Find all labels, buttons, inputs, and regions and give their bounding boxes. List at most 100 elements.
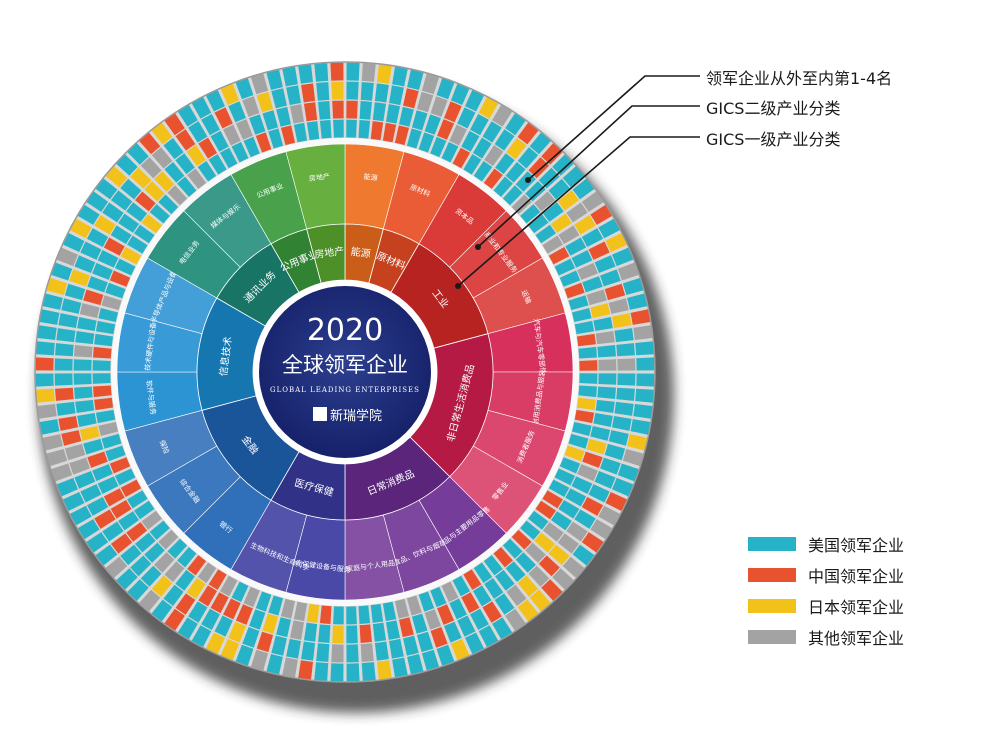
company-cell	[250, 73, 269, 95]
company-cell	[55, 387, 74, 401]
company-cell	[231, 141, 249, 163]
company-cell	[151, 575, 173, 597]
company-cell	[586, 438, 607, 455]
company-cell	[316, 643, 330, 662]
company-cell	[58, 313, 79, 328]
company-cell	[394, 598, 410, 619]
company-cell	[266, 69, 283, 90]
company-cell	[92, 360, 111, 371]
company-cell	[127, 235, 148, 254]
company-cell	[346, 625, 358, 644]
company-cell	[256, 631, 274, 653]
company-cell	[134, 500, 155, 520]
company-cell	[411, 110, 428, 131]
company-cell	[574, 320, 595, 335]
company-cell	[134, 532, 156, 553]
company-cell	[577, 464, 598, 482]
company-cell	[332, 625, 344, 644]
company-cell	[95, 320, 116, 335]
company-cell	[177, 547, 197, 568]
company-cell	[51, 463, 73, 482]
company-cell	[571, 421, 592, 437]
company-cell	[114, 258, 136, 276]
company-cell	[77, 412, 97, 428]
company-cell	[298, 660, 314, 680]
company-cell	[301, 641, 316, 661]
company-cell	[582, 276, 603, 293]
company-cell	[450, 639, 470, 661]
company-cell	[557, 533, 580, 554]
legend: 美国领军企业 中国领军企业 日本领军企业 其他领军企业	[748, 528, 904, 652]
company-cell	[314, 63, 329, 82]
company-cell	[605, 491, 627, 512]
company-cell	[243, 136, 260, 158]
company-cell	[464, 90, 485, 112]
company-cell	[120, 246, 142, 265]
company-cell	[64, 443, 86, 461]
company-cell	[164, 113, 185, 136]
company-cell	[552, 154, 574, 176]
company-cell	[79, 303, 100, 318]
company-cell	[359, 624, 372, 643]
company-cell	[492, 617, 513, 640]
company-cell	[617, 358, 636, 371]
company-cell	[110, 533, 133, 554]
company-cell	[249, 114, 266, 135]
company-cell	[127, 579, 149, 601]
company-cell	[614, 328, 634, 343]
company-cell	[346, 81, 359, 100]
company-cell	[608, 298, 629, 314]
sub-industry-ring: 能源原材料资本品商业和专业服务运输汽车与汽车零部件耐用消费品与服装消费者服务零售…	[111, 138, 579, 606]
company-cell	[382, 601, 397, 622]
company-cell	[502, 185, 523, 206]
company-cell	[268, 595, 284, 616]
company-cell	[80, 484, 102, 503]
company-cell	[572, 544, 595, 566]
sector-label: 能源	[350, 245, 372, 260]
company-cell	[505, 608, 526, 631]
company-cell	[92, 373, 111, 384]
company-cell	[37, 325, 57, 341]
company-cell	[139, 589, 161, 612]
company-cell	[372, 102, 387, 122]
company-cell	[39, 419, 60, 435]
company-cell	[120, 479, 142, 498]
company-cell	[163, 137, 184, 160]
company-cell	[95, 409, 116, 424]
company-cell	[70, 218, 92, 239]
company-cell	[605, 232, 627, 253]
company-cell	[529, 589, 551, 612]
company-cell	[55, 343, 74, 357]
company-cell	[301, 83, 316, 103]
company-cell	[282, 657, 298, 678]
company-cell	[389, 85, 404, 106]
company-cell	[158, 194, 179, 215]
company-cell	[550, 511, 572, 531]
company-cell	[39, 309, 60, 325]
company-cell	[421, 649, 440, 671]
company-cell	[595, 330, 615, 345]
company-cell	[633, 325, 653, 341]
cell-ring-outer-edge	[34, 61, 656, 683]
annotation-rank-order: 领军企业从外至内第1-4名	[706, 69, 893, 88]
company-cell	[198, 585, 218, 607]
company-cell	[608, 430, 629, 446]
company-cell	[318, 624, 331, 643]
company-cell	[463, 154, 482, 175]
company-cell	[416, 91, 434, 113]
company-cell	[441, 141, 459, 163]
company-cell	[56, 328, 76, 343]
company-cell	[505, 113, 526, 136]
company-cell	[141, 214, 162, 234]
company-cell	[600, 269, 621, 287]
company-cell	[436, 644, 455, 666]
company-cell	[127, 490, 148, 509]
company-cell	[46, 448, 68, 467]
company-cell	[74, 345, 93, 358]
annotation-gics-level2: GICS二级产业分类	[706, 99, 841, 118]
company-cell	[594, 255, 616, 273]
company-cell	[256, 91, 274, 113]
company-cell	[430, 586, 447, 608]
company-cell	[598, 505, 620, 526]
company-cell	[151, 599, 173, 622]
